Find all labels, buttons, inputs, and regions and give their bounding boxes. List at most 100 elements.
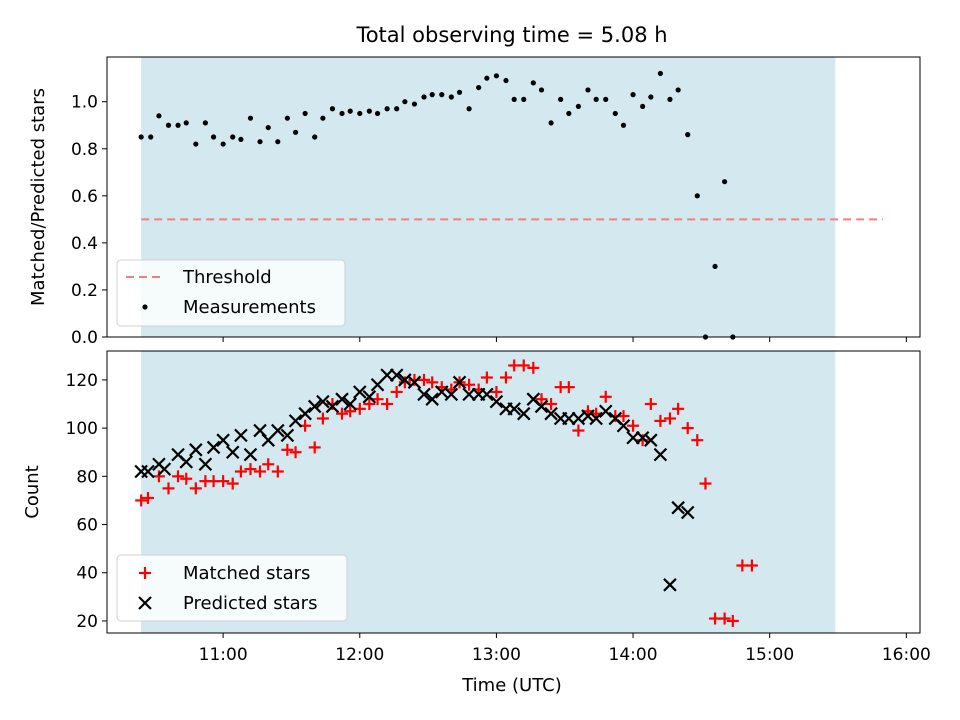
ratio-panel-frame	[106, 56, 921, 338]
ratio-y-tick-label: 0.8	[71, 140, 98, 160]
matched-star-point	[162, 482, 175, 495]
measurement-point	[448, 94, 454, 100]
measurement-point	[156, 113, 162, 119]
predicted-star-point	[335, 392, 349, 406]
predicted-star-point	[380, 368, 394, 382]
predicted-star-point	[343, 397, 357, 411]
predicted-star-point	[598, 404, 613, 419]
measurement-point	[503, 77, 509, 84]
measurement-point	[165, 122, 172, 128]
matched-star-point	[535, 393, 548, 406]
measurement-point	[538, 87, 545, 93]
measurement-point	[347, 108, 353, 114]
predicted-star-point	[141, 464, 155, 479]
matched-star-point	[262, 458, 275, 471]
predicted-star-point	[353, 385, 367, 399]
measurement-point	[366, 108, 372, 114]
measurement-point	[138, 134, 144, 140]
legend-predicted-swatch	[138, 596, 152, 610]
measurement-point	[630, 92, 636, 98]
matched-star-point	[681, 422, 694, 435]
measurement-point	[548, 120, 554, 126]
ratio-y-tick-label: 0.0	[71, 328, 98, 348]
measurement-point	[612, 110, 618, 117]
measurement-point	[320, 115, 326, 121]
matched-star-point	[244, 463, 257, 476]
predicted-star-point	[216, 433, 230, 447]
measurement-point	[374, 110, 381, 117]
count-legend: Matched stars Predicted stars	[116, 554, 348, 622]
matched-star-point	[217, 475, 230, 488]
measurement-point	[411, 101, 418, 107]
measurement-point	[593, 96, 599, 102]
predicted-star-point	[534, 399, 549, 414]
matched-star-point	[180, 472, 193, 485]
predicted-star-point	[407, 375, 422, 390]
matched-star-point	[490, 385, 503, 398]
matched-star-point	[418, 373, 431, 386]
measurement-point	[257, 139, 263, 145]
measurement-point	[183, 120, 189, 126]
matched-star-point	[271, 465, 284, 478]
matched-star-point	[316, 412, 329, 425]
matched-star-point	[663, 412, 676, 425]
x-axis-label: Time (UTC)	[461, 675, 562, 696]
predicted-star-point	[280, 428, 295, 443]
measurement-point	[694, 193, 700, 199]
legend-matched-swatch	[139, 567, 151, 579]
predicted-star-point	[452, 375, 467, 390]
predicted-star-point	[198, 457, 213, 472]
predicted-star-point	[389, 368, 404, 382]
measurement-point	[493, 73, 500, 79]
count-y-tick-label: 40	[76, 564, 98, 584]
matched-star-point	[562, 381, 575, 394]
matched-star-point	[363, 398, 376, 411]
matched-star-point	[545, 398, 558, 411]
predicted-star-point	[288, 414, 303, 428]
measurement-point	[230, 134, 236, 140]
measurement-point	[220, 141, 226, 147]
predicted-star-point	[581, 409, 595, 423]
matched-star-point	[745, 559, 758, 572]
x-tick-label: 13:00	[472, 645, 521, 665]
predicted-star-point	[663, 578, 677, 592]
predicted-star-point	[316, 394, 330, 409]
matched-star-point	[398, 376, 411, 389]
measurement-point	[193, 141, 199, 147]
matched-star-point	[599, 390, 612, 403]
matched-star-point	[226, 477, 239, 490]
matched-star-point	[152, 470, 165, 483]
measurement-point	[302, 110, 308, 117]
matched-star-point	[499, 371, 512, 384]
legend-measurements-label: Measurements	[183, 297, 316, 318]
count-y-tick-label: 60	[76, 516, 98, 536]
predicted-star-point	[425, 392, 439, 406]
predicted-star-point	[189, 443, 203, 457]
count-y-tick-label: 80	[76, 467, 98, 487]
measurement-point	[476, 84, 482, 91]
predicted-star-point	[243, 447, 258, 462]
predicted-star-point	[680, 505, 695, 520]
matched-star-point	[390, 385, 403, 398]
ratio-y-tick-label: 1.0	[71, 93, 98, 113]
measurement-point	[402, 99, 408, 105]
count-legend-box	[116, 554, 348, 622]
matched-star-point	[636, 434, 649, 447]
measurement-point	[312, 134, 318, 140]
predicted-star-point	[626, 430, 640, 445]
predicted-star-point	[271, 423, 285, 438]
figure-title: Total observing time = 5.08 h	[355, 23, 667, 47]
count-y-tick-label: 100	[66, 419, 98, 439]
count-y-tick-label: 120	[66, 371, 98, 391]
measurement-point	[439, 92, 445, 98]
count-y-axis-label: Count	[22, 465, 43, 518]
legend-predicted-label: Predicted stars	[183, 593, 317, 614]
measurement-point	[247, 115, 254, 121]
measurement-point	[640, 103, 646, 110]
measurement-point	[148, 134, 154, 140]
matched-star-point	[189, 482, 202, 495]
matched-star-point	[381, 398, 394, 411]
matched-star-point	[371, 393, 384, 406]
measurement-point	[722, 179, 728, 185]
measurement-point	[484, 75, 490, 81]
